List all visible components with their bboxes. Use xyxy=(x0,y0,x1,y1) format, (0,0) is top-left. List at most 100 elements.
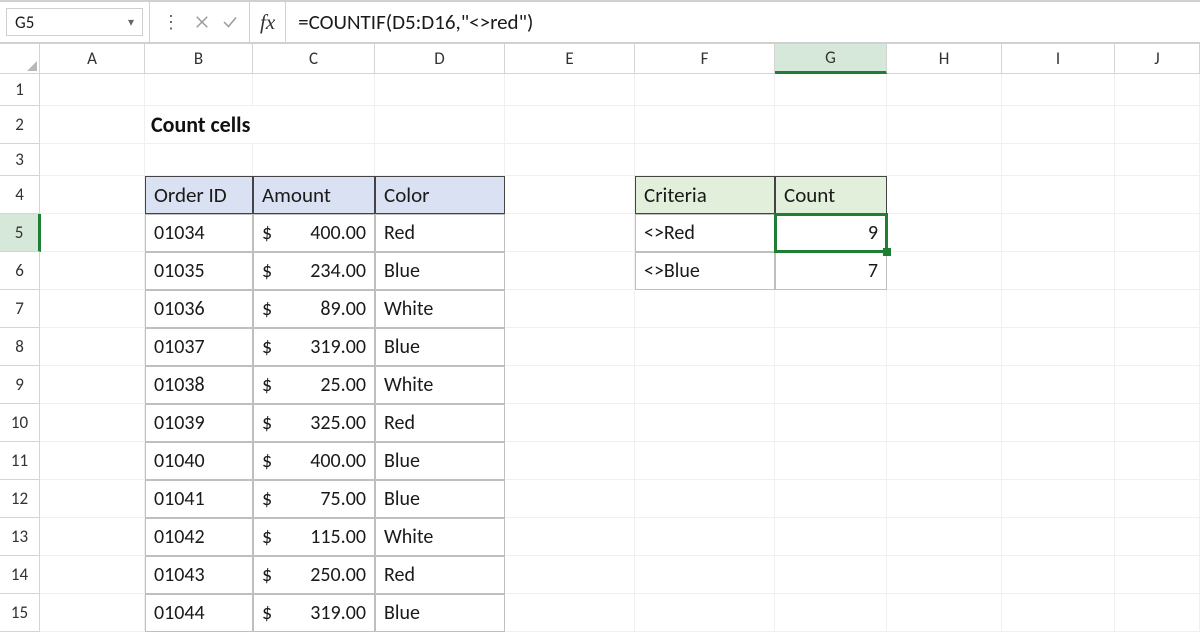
cell-E13[interactable] xyxy=(505,518,635,556)
fill-handle[interactable] xyxy=(883,248,891,256)
cell-I1[interactable] xyxy=(1002,74,1115,106)
column-header-J[interactable]: J xyxy=(1115,44,1200,73)
formula-input[interactable]: =COUNTIF(D5:D16,"<>red") xyxy=(286,2,1200,42)
cell-G14[interactable] xyxy=(775,556,887,594)
cell-D4[interactable]: Color xyxy=(375,176,505,214)
cell-C8[interactable]: $319.00 xyxy=(253,328,375,366)
cell-A6[interactable] xyxy=(40,252,145,290)
cell-J10[interactable] xyxy=(1115,404,1200,442)
cell-B9[interactable]: 01038 xyxy=(145,366,253,404)
cell-A3[interactable] xyxy=(40,144,145,176)
cell-F13[interactable] xyxy=(635,518,775,556)
cell-G6[interactable]: 7 xyxy=(775,252,887,290)
cell-A8[interactable] xyxy=(40,328,145,366)
cell-E7[interactable] xyxy=(505,290,635,328)
cell-E10[interactable] xyxy=(505,404,635,442)
cell-H8[interactable] xyxy=(887,328,1002,366)
cell-B4[interactable]: Order ID xyxy=(145,176,253,214)
cell-H2[interactable] xyxy=(887,106,1002,144)
cell-J7[interactable] xyxy=(1115,290,1200,328)
cell-I8[interactable] xyxy=(1002,328,1115,366)
cell-H15[interactable] xyxy=(887,594,1002,632)
cell-B3[interactable] xyxy=(145,144,253,176)
cell-F11[interactable] xyxy=(635,442,775,480)
cell-I13[interactable] xyxy=(1002,518,1115,556)
cell-J6[interactable] xyxy=(1115,252,1200,290)
cell-G10[interactable] xyxy=(775,404,887,442)
cell-B15[interactable]: 01044 xyxy=(145,594,253,632)
fx-icon[interactable]: fx xyxy=(250,2,286,42)
cell-H1[interactable] xyxy=(887,74,1002,106)
cell-G2[interactable] xyxy=(775,106,887,144)
cell-E1[interactable] xyxy=(505,74,635,106)
cell-C3[interactable] xyxy=(253,144,375,176)
select-all-corner[interactable] xyxy=(0,44,40,73)
cell-I11[interactable] xyxy=(1002,442,1115,480)
cell-J15[interactable] xyxy=(1115,594,1200,632)
cell-F1[interactable] xyxy=(635,74,775,106)
column-header-I[interactable]: I xyxy=(1002,44,1115,73)
row-header-15[interactable]: 15 xyxy=(0,594,40,632)
cell-G12[interactable] xyxy=(775,480,887,518)
cell-D7[interactable]: White xyxy=(375,290,505,328)
row-header-2[interactable]: 2 xyxy=(0,106,40,144)
cell-J11[interactable] xyxy=(1115,442,1200,480)
column-header-E[interactable]: E xyxy=(505,44,635,73)
cell-H10[interactable] xyxy=(887,404,1002,442)
cell-I5[interactable] xyxy=(1002,214,1115,252)
cell-A9[interactable] xyxy=(40,366,145,404)
cell-H14[interactable] xyxy=(887,556,1002,594)
cell-B6[interactable]: 01035 xyxy=(145,252,253,290)
cell-E5[interactable] xyxy=(505,214,635,252)
cell-B14[interactable]: 01043 xyxy=(145,556,253,594)
cell-E11[interactable] xyxy=(505,442,635,480)
cell-G5[interactable]: 9 xyxy=(775,214,887,252)
cell-H7[interactable] xyxy=(887,290,1002,328)
cell-B12[interactable]: 01041 xyxy=(145,480,253,518)
cell-G9[interactable] xyxy=(775,366,887,404)
cell-F6[interactable]: <>Blue xyxy=(635,252,775,290)
cell-A4[interactable] xyxy=(40,176,145,214)
cell-E8[interactable] xyxy=(505,328,635,366)
cell-A1[interactable] xyxy=(40,74,145,106)
cell-D14[interactable]: Red xyxy=(375,556,505,594)
row-header-11[interactable]: 11 xyxy=(0,442,40,480)
cell-H3[interactable] xyxy=(887,144,1002,176)
row-header-14[interactable]: 14 xyxy=(0,556,40,594)
cell-E6[interactable] xyxy=(505,252,635,290)
column-header-G[interactable]: G xyxy=(775,44,887,74)
column-header-C[interactable]: C xyxy=(253,44,375,73)
cell-C6[interactable]: $234.00 xyxy=(253,252,375,290)
cell-E4[interactable] xyxy=(505,176,635,214)
cell-B13[interactable]: 01042 xyxy=(145,518,253,556)
row-header-6[interactable]: 6 xyxy=(0,252,40,290)
cell-B1[interactable] xyxy=(145,74,253,106)
cell-H11[interactable] xyxy=(887,442,1002,480)
cell-J3[interactable] xyxy=(1115,144,1200,176)
cell-C9[interactable]: $25.00 xyxy=(253,366,375,404)
row-header-12[interactable]: 12 xyxy=(0,480,40,518)
cell-D5[interactable]: Red xyxy=(375,214,505,252)
drag-handle-icon[interactable]: ⋮ xyxy=(156,11,187,33)
row-header-7[interactable]: 7 xyxy=(0,290,40,328)
cell-A10[interactable] xyxy=(40,404,145,442)
cell-G7[interactable] xyxy=(775,290,887,328)
cell-G4[interactable]: Count xyxy=(775,176,887,214)
cell-E14[interactable] xyxy=(505,556,635,594)
cell-J4[interactable] xyxy=(1115,176,1200,214)
cell-B7[interactable]: 01036 xyxy=(145,290,253,328)
cell-C5[interactable]: $400.00 xyxy=(253,214,375,252)
cell-J5[interactable] xyxy=(1115,214,1200,252)
cell-F3[interactable] xyxy=(635,144,775,176)
cell-J13[interactable] xyxy=(1115,518,1200,556)
column-header-F[interactable]: F xyxy=(635,44,775,73)
cell-H13[interactable] xyxy=(887,518,1002,556)
cell-I9[interactable] xyxy=(1002,366,1115,404)
cell-G15[interactable] xyxy=(775,594,887,632)
cell-D15[interactable]: Blue xyxy=(375,594,505,632)
cell-H9[interactable] xyxy=(887,366,1002,404)
cell-J9[interactable] xyxy=(1115,366,1200,404)
cell-C2[interactable] xyxy=(253,106,375,144)
cell-A14[interactable] xyxy=(40,556,145,594)
cell-C12[interactable]: $75.00 xyxy=(253,480,375,518)
